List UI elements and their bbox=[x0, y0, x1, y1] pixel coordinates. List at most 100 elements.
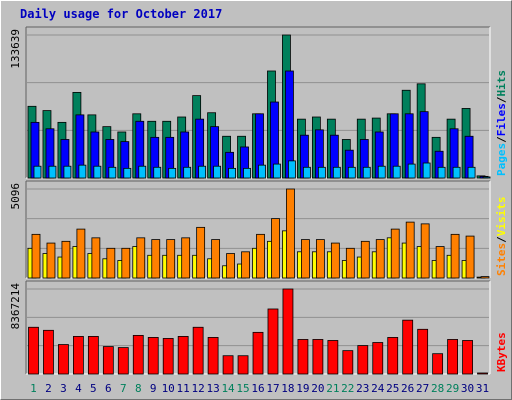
kbytes-bar bbox=[102, 346, 114, 375]
day-tick-label: 14 bbox=[221, 382, 235, 395]
day-tick-label: 5 bbox=[90, 382, 97, 395]
kbytes-bar bbox=[73, 336, 84, 375]
kbytes-ymax-label: 8367214 bbox=[9, 283, 22, 330]
kbytes-bar bbox=[342, 350, 354, 375]
day-tick-label: 19 bbox=[296, 382, 309, 395]
day-tick-label: 6 bbox=[105, 382, 112, 395]
pages-bar bbox=[273, 163, 281, 179]
pages-bar bbox=[392, 165, 401, 179]
pages-bar bbox=[228, 167, 236, 179]
kbytes-bar bbox=[402, 319, 414, 375]
pages-bar bbox=[213, 165, 222, 179]
legend-entry: Sites bbox=[495, 243, 508, 276]
kbytes-bar bbox=[222, 355, 234, 375]
kbytes-bar bbox=[162, 338, 174, 375]
sites-bar bbox=[256, 233, 265, 279]
sites-bar bbox=[226, 253, 235, 279]
pages-bar bbox=[422, 162, 431, 179]
sites-bar bbox=[121, 247, 131, 279]
legend-entry: KBytes bbox=[495, 332, 508, 372]
kbytes-bar bbox=[462, 340, 473, 375]
kbytes-bar bbox=[117, 347, 129, 375]
sites-bar bbox=[106, 247, 116, 279]
kbytes-bar bbox=[267, 308, 279, 375]
day-tick-label: 15 bbox=[236, 382, 249, 395]
pages-bar bbox=[303, 166, 311, 179]
pages-bar bbox=[288, 160, 296, 179]
kbytes-bar bbox=[177, 336, 189, 375]
sites-bar bbox=[301, 239, 310, 279]
visits-legend: Sites/Visits bbox=[495, 197, 508, 277]
day-tick-label: 16 bbox=[251, 382, 264, 395]
sites-bar bbox=[450, 233, 460, 279]
sites-bar bbox=[181, 237, 191, 279]
hits-ymax-label: 133639 bbox=[9, 29, 22, 69]
pages-bar bbox=[347, 166, 356, 179]
kbytes-bar bbox=[147, 337, 159, 375]
day-tick-label: 17 bbox=[266, 382, 279, 395]
day-tick-label: 21 bbox=[326, 382, 339, 395]
sites-bar bbox=[241, 251, 250, 279]
chart-title: Daily usage for October 2017 bbox=[20, 7, 223, 21]
day-tick-label: 18 bbox=[281, 382, 294, 395]
day-tick-label: 25 bbox=[386, 382, 399, 395]
sites-bar bbox=[196, 226, 206, 279]
sites-bar bbox=[315, 239, 325, 279]
sites-bar bbox=[435, 246, 445, 279]
pages-bar bbox=[153, 166, 162, 179]
kbytes-bar bbox=[237, 355, 249, 375]
day-tick-label: 8 bbox=[135, 382, 142, 395]
kbytes-bar bbox=[357, 345, 369, 375]
day-tick-label: 23 bbox=[356, 382, 369, 395]
day-tick-label: 10 bbox=[162, 382, 175, 395]
day-tick-label: 29 bbox=[446, 382, 459, 395]
kbytes-bar bbox=[372, 342, 384, 375]
legend-entry: Visits bbox=[495, 197, 508, 237]
sites-bar bbox=[480, 276, 490, 279]
kbytes-bar bbox=[252, 331, 264, 375]
pages-bar bbox=[138, 165, 147, 179]
pages-bar bbox=[407, 163, 416, 179]
day-tick-label: 26 bbox=[401, 382, 414, 395]
kbytes-bar bbox=[417, 328, 429, 375]
legend-entry: Hits bbox=[495, 70, 508, 97]
kbytes-bar bbox=[132, 334, 144, 375]
day-tick-label: 7 bbox=[120, 382, 127, 395]
kbytes-bar bbox=[192, 326, 204, 375]
kbytes-bar bbox=[207, 337, 219, 375]
day-tick-label: 1 bbox=[30, 382, 37, 395]
day-tick-label: 31 bbox=[476, 382, 489, 395]
day-tick-label: 22 bbox=[341, 382, 354, 395]
day-tick-label: 27 bbox=[416, 382, 429, 395]
kbytes-bar bbox=[282, 288, 294, 375]
kbytes-bar bbox=[312, 339, 324, 375]
pages-bar bbox=[183, 166, 192, 179]
sites-bar bbox=[61, 240, 71, 279]
sites-bar bbox=[405, 221, 415, 279]
kbytes-bar bbox=[87, 336, 99, 375]
kbytes-bar bbox=[28, 326, 39, 375]
pages-bar bbox=[48, 165, 57, 179]
day-tick-label: 30 bbox=[461, 382, 474, 395]
sites-bar bbox=[465, 235, 475, 279]
day-tick-label: 20 bbox=[311, 382, 324, 395]
pages-bar bbox=[198, 165, 207, 179]
pages-bar bbox=[317, 166, 326, 179]
pages-bar bbox=[93, 165, 102, 179]
pages-bar bbox=[332, 166, 341, 179]
pages-bar bbox=[482, 176, 491, 179]
pages-bar bbox=[63, 165, 72, 179]
pages-bar bbox=[452, 166, 461, 179]
kbytes-bar bbox=[43, 329, 54, 375]
sites-bar bbox=[271, 218, 280, 279]
pages-bar bbox=[33, 165, 42, 179]
pages-bar bbox=[362, 166, 371, 179]
day-tick-label: 24 bbox=[371, 382, 385, 395]
kbytes-bar bbox=[447, 339, 458, 375]
day-tick-label: 3 bbox=[60, 382, 67, 395]
day-tick-label: 11 bbox=[177, 382, 190, 395]
kbytes-bar bbox=[387, 337, 399, 375]
kbytes-bar bbox=[327, 340, 339, 375]
day-tick-label: 4 bbox=[75, 382, 82, 395]
